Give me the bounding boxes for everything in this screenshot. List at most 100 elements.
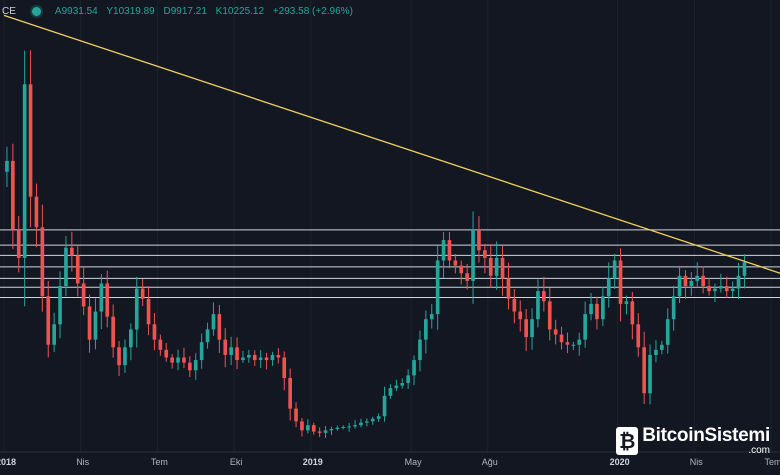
candle-body-72 bbox=[429, 314, 434, 320]
candle-7 bbox=[46, 281, 51, 358]
candle-body-50 bbox=[300, 421, 304, 431]
candle-88 bbox=[524, 308, 528, 352]
candle-10 bbox=[64, 236, 68, 297]
candle-body-78 bbox=[465, 273, 469, 281]
candle-28 bbox=[170, 354, 174, 369]
candle-body-62 bbox=[370, 418, 375, 422]
candle-2 bbox=[16, 216, 21, 273]
candle-99 bbox=[589, 293, 593, 321]
x-tick-label-9: Tem bbox=[764, 457, 780, 467]
candle-body-74 bbox=[441, 240, 446, 261]
candle-34 bbox=[205, 322, 210, 349]
candle-body-89 bbox=[530, 319, 534, 338]
candle-body-10 bbox=[64, 247, 68, 287]
x-tick-label-4: 2019 bbox=[303, 457, 323, 467]
candle-78 bbox=[465, 263, 469, 290]
candle-15 bbox=[93, 298, 98, 350]
candle-body-40 bbox=[241, 357, 245, 361]
candle-body-0 bbox=[5, 160, 9, 172]
candle-95 bbox=[565, 332, 570, 354]
trendline[interactable] bbox=[3, 14, 780, 293]
candle-body-27 bbox=[164, 349, 169, 358]
candle-84 bbox=[500, 246, 505, 296]
candle-body-29 bbox=[176, 357, 180, 363]
candle-48 bbox=[288, 368, 292, 421]
x-tick-label-8: Nis bbox=[690, 457, 703, 467]
x-tick-label-7: 2020 bbox=[610, 457, 630, 467]
candle-114 bbox=[677, 265, 682, 304]
candle-119 bbox=[707, 278, 711, 296]
candle-39 bbox=[235, 337, 239, 370]
candle-body-108 bbox=[642, 347, 646, 394]
candle-67 bbox=[400, 378, 405, 389]
candle-24 bbox=[146, 286, 151, 336]
candle-93 bbox=[553, 319, 558, 345]
candle-69 bbox=[412, 355, 416, 386]
candle-body-106 bbox=[630, 301, 635, 325]
candle-90 bbox=[536, 279, 540, 328]
candle-body-91 bbox=[542, 291, 546, 302]
candle-body-104 bbox=[618, 260, 623, 304]
candle-body-84 bbox=[500, 257, 505, 279]
candle-body-70 bbox=[418, 339, 422, 361]
candle-66 bbox=[394, 379, 399, 391]
candle-body-1 bbox=[11, 160, 15, 230]
candle-101 bbox=[601, 286, 605, 327]
candle-76 bbox=[453, 253, 458, 274]
candle-12 bbox=[75, 246, 80, 297]
candle-body-11 bbox=[70, 247, 74, 256]
candle-body-67 bbox=[400, 383, 405, 386]
grid-lines bbox=[3, 0, 772, 452]
x-tick-label-2: Tem bbox=[151, 457, 168, 467]
candle-body-26 bbox=[158, 339, 163, 350]
candle-body-23 bbox=[140, 288, 145, 299]
candle-body-97 bbox=[577, 339, 582, 345]
candle-body-30 bbox=[182, 357, 186, 363]
candle-123 bbox=[730, 281, 735, 298]
x-tick-label-6: Ağu bbox=[482, 457, 498, 467]
candle-body-116 bbox=[689, 280, 694, 287]
candle-body-18 bbox=[111, 316, 115, 348]
candle-121 bbox=[719, 273, 723, 293]
candle-body-14 bbox=[87, 306, 92, 340]
horizontal-levels[interactable] bbox=[0, 229, 780, 299]
candle-102 bbox=[606, 262, 611, 308]
candle-body-43 bbox=[258, 357, 263, 361]
candle-13 bbox=[81, 267, 86, 316]
candle-body-22 bbox=[134, 288, 139, 330]
candle-16 bbox=[99, 274, 104, 330]
candle-26 bbox=[158, 334, 163, 356]
x-tick-label-0: 2018 bbox=[0, 457, 16, 467]
candle-body-79 bbox=[471, 229, 475, 281]
candle-57 bbox=[341, 425, 346, 430]
candle-18 bbox=[111, 304, 115, 358]
candle-body-114 bbox=[677, 275, 682, 297]
candle-61 bbox=[365, 418, 369, 427]
candle-118 bbox=[701, 266, 705, 294]
candle-body-75 bbox=[447, 240, 452, 261]
ohlc-open: A9931.54 bbox=[54, 5, 98, 17]
candle-body-16 bbox=[99, 283, 104, 312]
candle-75 bbox=[447, 232, 452, 269]
candle-body-49 bbox=[294, 408, 298, 422]
candle-body-76 bbox=[453, 260, 458, 266]
candle-body-36 bbox=[217, 314, 222, 340]
trendline-group[interactable] bbox=[3, 14, 780, 293]
candle-body-5 bbox=[34, 196, 39, 228]
candle-body-95 bbox=[565, 342, 570, 345]
candle-29 bbox=[176, 349, 180, 371]
candle-body-110 bbox=[654, 349, 658, 355]
candle-body-45 bbox=[270, 354, 275, 361]
candle-body-41 bbox=[247, 354, 251, 358]
candle-body-59 bbox=[353, 425, 357, 427]
candle-body-103 bbox=[612, 260, 617, 279]
candle-73 bbox=[435, 245, 440, 330]
brand-text: BitcoinSistemi .com bbox=[642, 426, 770, 456]
candle-111 bbox=[660, 340, 664, 355]
symbol-fragment[interactable]: CE bbox=[2, 5, 16, 17]
candle-20 bbox=[123, 339, 127, 373]
candle-82 bbox=[488, 244, 493, 288]
candle-72 bbox=[429, 304, 434, 329]
